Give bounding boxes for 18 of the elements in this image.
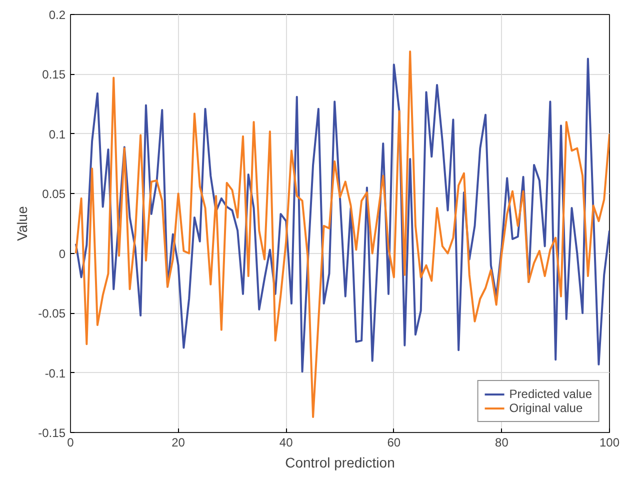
x-tick-label: 100	[599, 436, 620, 450]
y-axis-title: Value	[14, 206, 30, 241]
x-tick-label: 0	[67, 436, 74, 450]
y-tick-label: 0.2	[48, 8, 66, 22]
y-tick-label: 0.15	[42, 68, 66, 82]
legend-label: Original value	[509, 401, 583, 415]
y-tick-label: 0.1	[48, 127, 66, 142]
y-tick-label: -0.1	[44, 366, 66, 380]
y-tick-label: -0.05	[38, 306, 66, 321]
legend-label: Predicted value	[509, 387, 592, 401]
y-tick-label: 0	[58, 246, 66, 261]
x-tick-label: 80	[495, 436, 509, 450]
y-tick-label: -0.15	[38, 426, 66, 440]
x-tick-label: 60	[387, 436, 401, 450]
x-tick-label: 40	[279, 436, 294, 450]
y-tick-label: 0.05	[42, 187, 66, 202]
x-axis-title: Control prediction	[285, 454, 395, 470]
x-tick-label: 20	[172, 436, 186, 450]
